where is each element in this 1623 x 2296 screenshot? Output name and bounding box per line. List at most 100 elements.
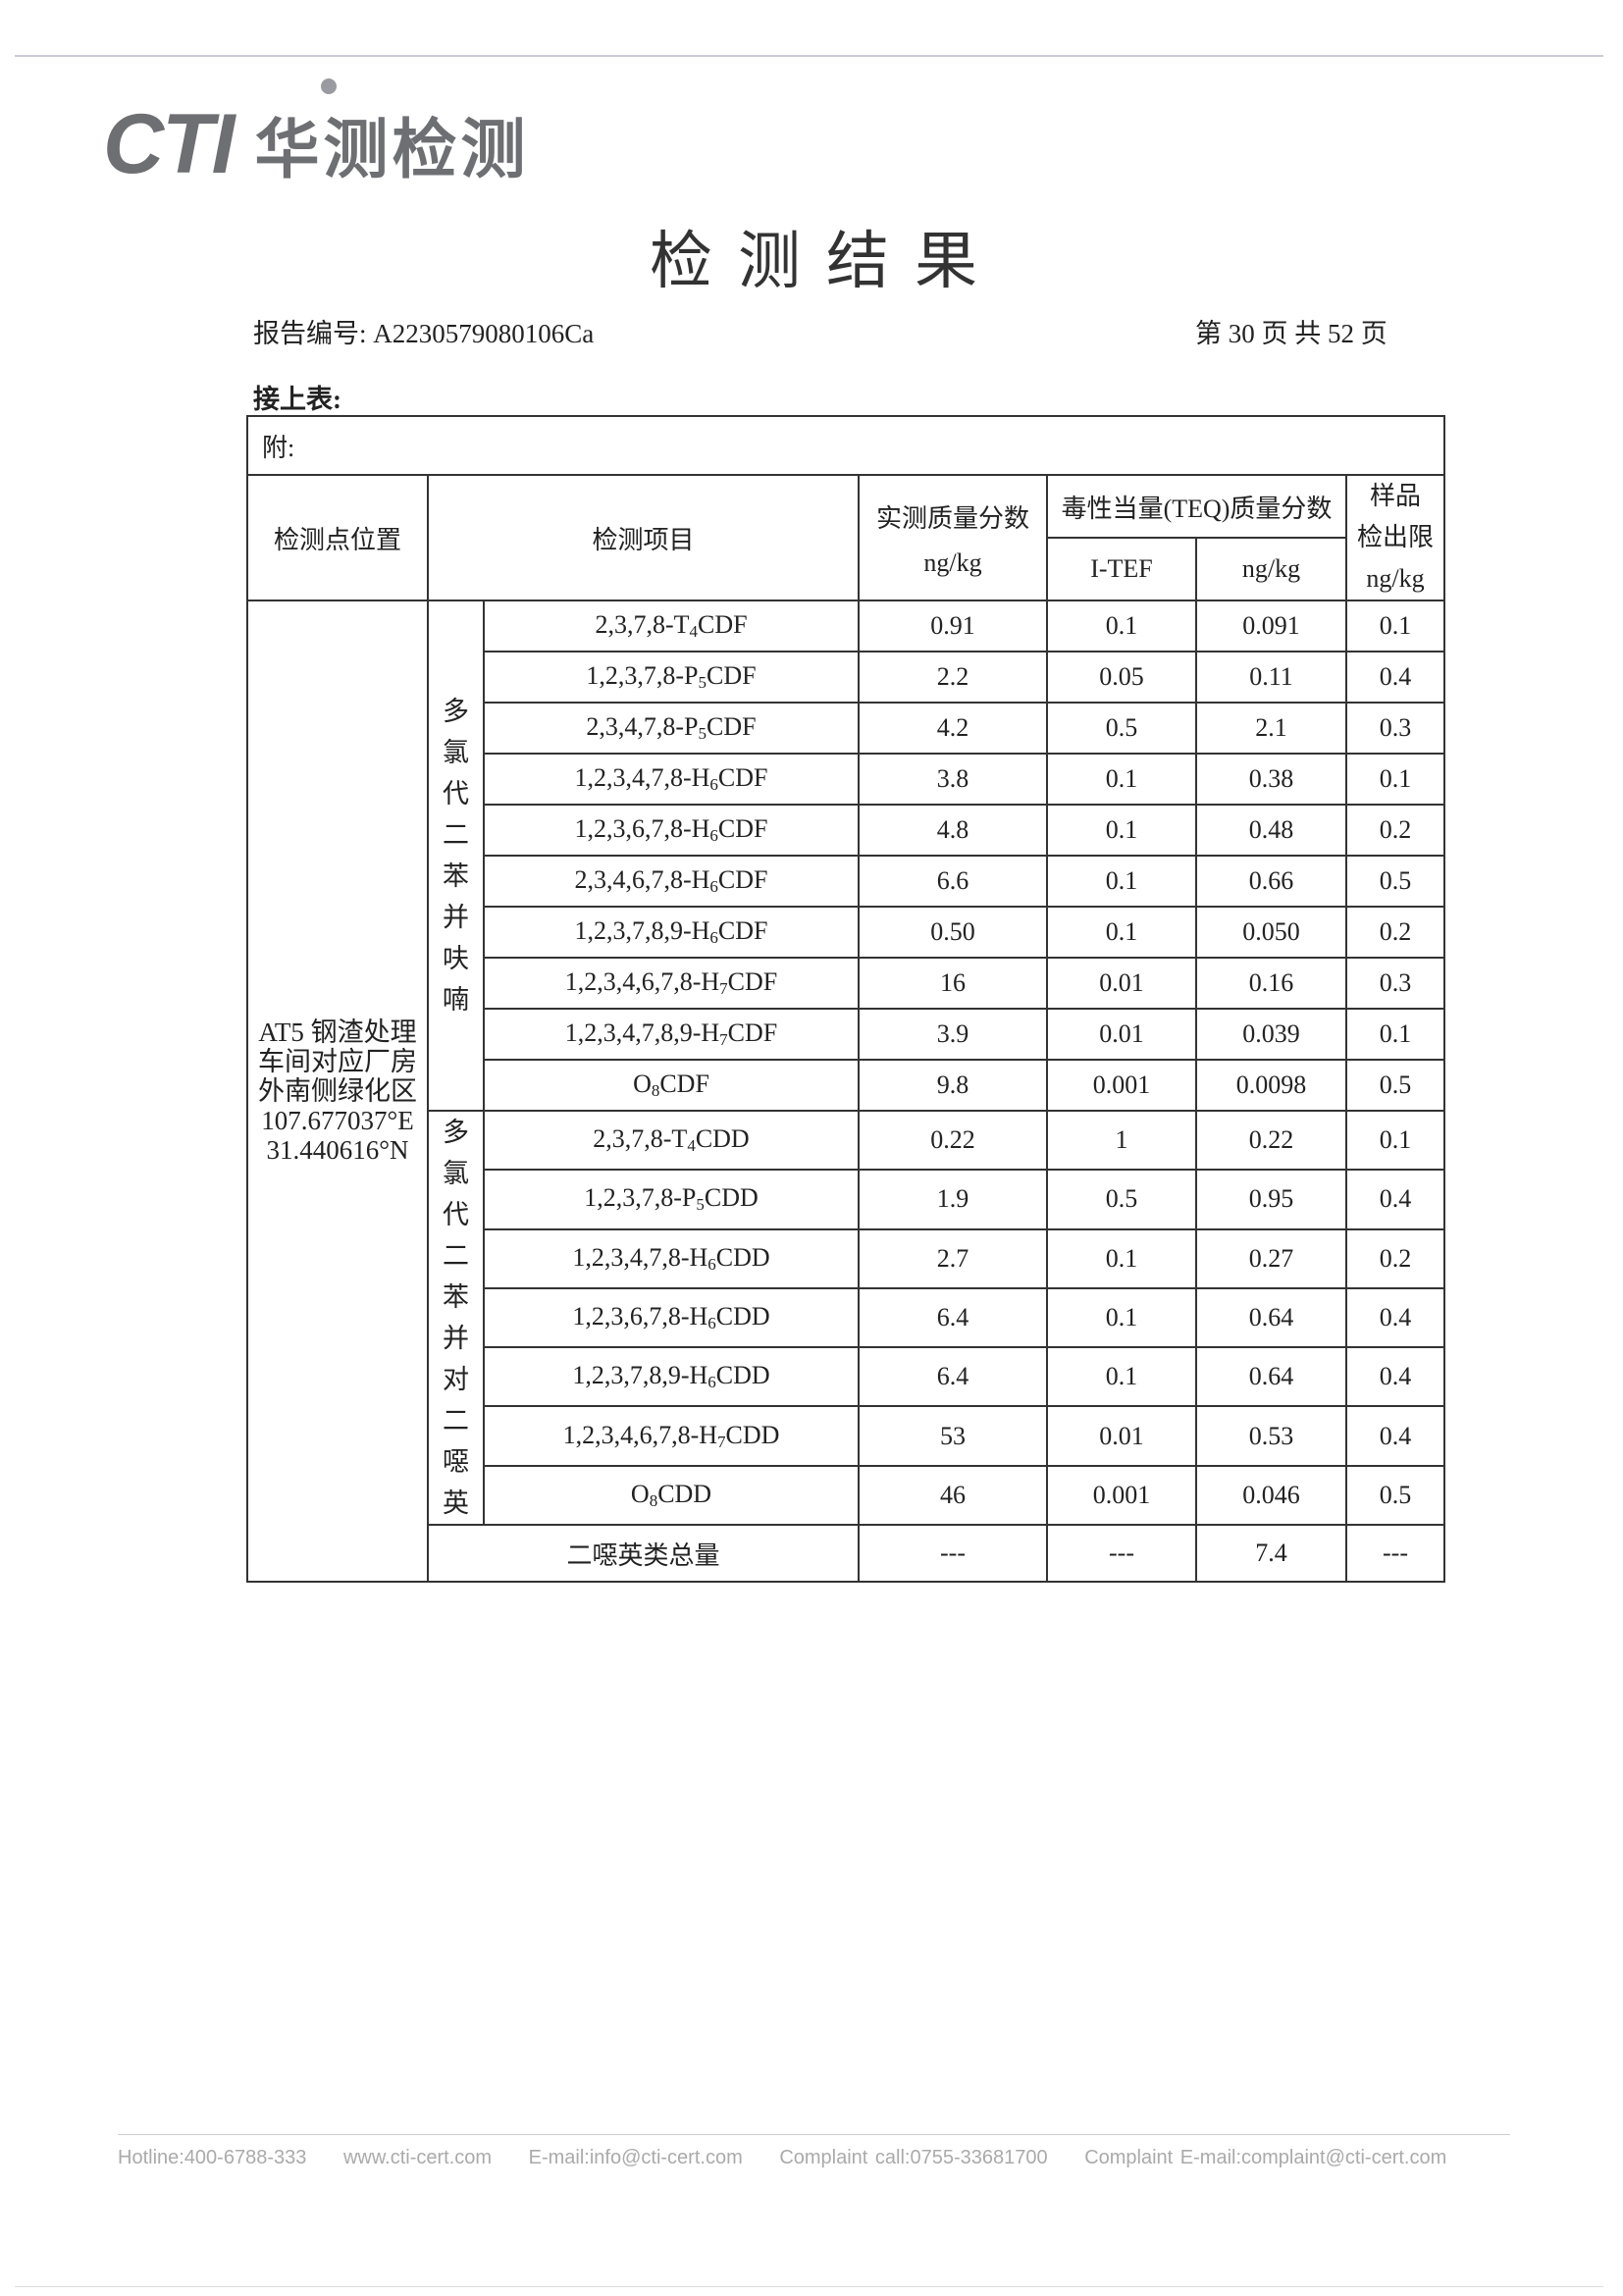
logo-chinese: 华测检测 (254, 112, 530, 187)
cti-logo: CTI 华测检测 (103, 78, 530, 191)
footer-complaint-call: Complaint call:0755-33681700 (779, 2147, 1048, 2168)
teq-value: 0.64 (1195, 1346, 1347, 1408)
header-limit: 样品 检出限 ng/kg (1344, 474, 1446, 601)
limit-value: 0.5 (1344, 1464, 1446, 1527)
location-line: 外南侧绿化区 (258, 1076, 417, 1106)
measured-value: 53 (858, 1405, 1048, 1467)
limit-value: 0.5 (1344, 1059, 1446, 1112)
limit-value: 0.4 (1344, 1405, 1446, 1467)
header-teq-unit: ng/kg (1195, 537, 1347, 601)
limit-value: 0.2 (1344, 906, 1446, 959)
header-item: 检测项目 (427, 474, 860, 601)
table-row: 多氯代二苯并对二噁英 2,3,7,8-T4CDD 0.22 1 0.22 0.1 (247, 1109, 1446, 1526)
itef-value: 0.1 (1046, 906, 1197, 959)
measured-value: 6.6 (858, 855, 1048, 908)
measured-value: 46 (858, 1464, 1048, 1527)
group-char: 二 (443, 1406, 469, 1435)
group-char: 氯 (443, 1159, 469, 1188)
measured-value: 6.4 (858, 1346, 1048, 1408)
table-row: 1,2,3,7,8-P5CDD 1.9 0.5 0.95 0.4 (247, 1169, 1446, 1230)
table-row: 1,2,3,6,7,8-H6CDF 4.8 0.1 0.48 0.2 (247, 804, 1446, 857)
limit-value: 0.3 (1344, 957, 1446, 1010)
group-char: 二 (443, 820, 469, 850)
measured-value: 2.2 (858, 651, 1048, 704)
teq-value: 0.11 (1195, 651, 1347, 704)
total-row: 二噁英类总量 --- --- 7.4 --- (247, 1524, 1446, 1583)
itef-value: 0.1 (1046, 804, 1197, 857)
teq-value: 0.0098 (1195, 1059, 1347, 1112)
page-title: 检测结果 (650, 227, 1003, 296)
header-location: 检测点位置 (246, 474, 429, 601)
compound-name: 1,2,3,4,7,8-H6CDF (483, 753, 860, 806)
compound-name: 1,2,3,7,8-P5CDD (483, 1169, 860, 1230)
compound-name: O8CDD (483, 1464, 860, 1527)
compound-name: 1,2,3,4,6,7,8-H7CDF (483, 957, 860, 1010)
table-row: 1,2,3,4,7,8-H6CDF 3.8 0.1 0.38 0.1 (247, 753, 1446, 806)
group-char: 噁 (443, 1447, 469, 1477)
logo-latin: CTI (103, 96, 236, 191)
compound-name: 1,2,3,6,7,8-H6CDF (483, 804, 860, 857)
table-row: O8CDF 9.8 0.001 0.0098 0.5 (247, 1059, 1446, 1112)
teq-value: 0.16 (1195, 957, 1347, 1010)
logo-dot (321, 78, 337, 94)
group-char: 英 (443, 1488, 469, 1518)
total-measured: --- (858, 1524, 1048, 1583)
table-row: 1,2,3,6,7,8-H6CDD 6.4 0.1 0.64 0.4 (247, 1286, 1446, 1349)
total-label: 二噁英类总量 (427, 1524, 860, 1583)
compound-name: O8CDF (483, 1059, 860, 1112)
limit-value: 0.1 (1344, 1008, 1446, 1061)
pcdd-group-label: 多氯代二苯并对二噁英 (427, 1110, 485, 1526)
group-char: 并 (443, 1324, 469, 1353)
compound-name: 2,3,7,8-T4CDD (483, 1109, 860, 1172)
location-cell: AT5 钢渣处理 车间对应厂房 外南侧绿化区 107.677037°E 31.44061… (246, 600, 429, 1583)
teq-value: 0.050 (1195, 906, 1347, 959)
results-table: 附: 检测点位置 检测项目 实测质量分数 ng/kg 毒性当量(TEQ)质量分数 … (245, 415, 1446, 1583)
limit-value: 0.4 (1344, 1169, 1446, 1230)
footer: Hotline:400-6788-333 www.cti-cert.com E-… (118, 2147, 1476, 2169)
group-char: 多 (443, 1118, 469, 1147)
compound-name: 1,2,3,7,8,9-H6CDD (483, 1346, 860, 1408)
header-measured-label: 实测质量分数 (875, 503, 1029, 533)
itef-value: 0.1 (1046, 600, 1197, 652)
teq-value: 0.22 (1195, 1109, 1347, 1172)
table-row: O8CDD 46 0.001 0.046 0.5 (247, 1464, 1446, 1527)
header-rule (15, 55, 1603, 57)
compound-name: 2,3,7,8-T4CDF (483, 600, 860, 652)
measured-value: 3.9 (858, 1008, 1048, 1061)
header-limit-l1: 样品 (1370, 482, 1422, 510)
group-char: 氯 (443, 738, 469, 767)
page-info: 第 30 页 共 52 页 (1195, 319, 1387, 348)
compound-name: 1,2,3,4,6,7,8-H7CDD (483, 1405, 860, 1467)
limit-value: 0.2 (1344, 1227, 1446, 1289)
itef-value: 0.01 (1046, 957, 1197, 1010)
table-row: 1,2,3,7,8,9-H6CDD 6.4 0.1 0.64 0.4 (247, 1346, 1446, 1408)
measured-value: 2.7 (858, 1227, 1048, 1289)
table-row: 1,2,3,7,8-P5CDF 2.2 0.05 0.11 0.4 (247, 651, 1446, 704)
table-row: 1,2,3,4,7,8-H6CDD 2.7 0.1 0.27 0.2 (247, 1227, 1446, 1289)
measured-value: 9.8 (858, 1059, 1048, 1112)
itef-value: 0.001 (1046, 1059, 1197, 1112)
footer-hotline: Hotline:400-6788-333 (118, 2147, 307, 2168)
measured-value: 6.4 (858, 1286, 1048, 1349)
group-char: 二 (443, 1241, 469, 1271)
teq-value: 0.039 (1195, 1008, 1347, 1061)
measured-value: 3.8 (858, 753, 1048, 806)
group-char: 苯 (443, 861, 469, 891)
itef-value: 0.1 (1046, 753, 1197, 806)
measured-value: 4.8 (858, 804, 1048, 857)
bottom-rule (15, 2286, 1603, 2287)
group-char: 对 (443, 1365, 469, 1394)
table-row: 1,2,3,7,8,9-H6CDF 0.50 0.1 0.050 0.2 (247, 906, 1446, 959)
teq-value: 0.091 (1195, 600, 1347, 652)
location-line: AT5 钢渣处理 (258, 1018, 417, 1047)
report-number: 报告编号: A2230579080106Ca (253, 319, 595, 348)
measured-value: 0.91 (858, 600, 1048, 652)
limit-value: 0.4 (1344, 1286, 1446, 1349)
limit-value: 0.1 (1344, 600, 1446, 652)
measured-value: 16 (858, 957, 1048, 1010)
total-teq: 7.4 (1195, 1524, 1347, 1583)
itef-value: 0.1 (1046, 1227, 1197, 1289)
compound-name: 1,2,3,4,7,8-H6CDD (483, 1227, 860, 1289)
note-cell: 附: (245, 415, 1446, 476)
group-char: 代 (443, 1200, 469, 1229)
